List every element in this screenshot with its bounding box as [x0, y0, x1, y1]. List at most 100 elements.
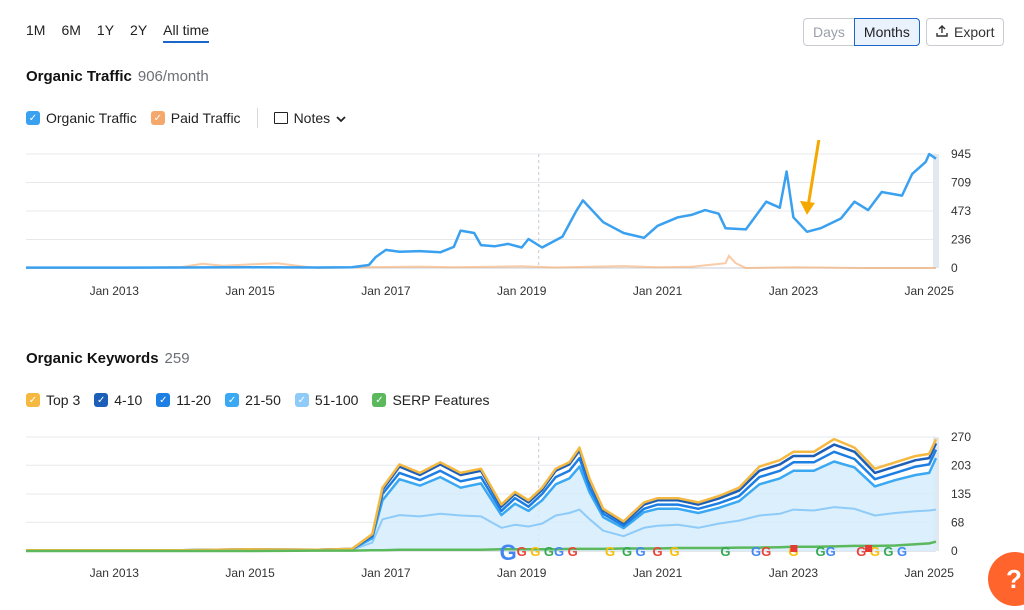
legend-top3-label: Top 3: [46, 392, 81, 408]
x-tick-label: Jan 2021: [633, 284, 683, 298]
x-tick-label: Jan 2017: [361, 284, 411, 298]
y-tick-label: 945: [951, 147, 971, 161]
google-update-marker: G: [605, 544, 615, 559]
annotation-arrow-shaft: [806, 140, 821, 208]
google-update-marker: G: [500, 540, 517, 565]
google-update-marker: G: [636, 544, 646, 559]
x-tick-label: Jan 2025: [905, 284, 955, 298]
traffic-title-text: Organic Traffic: [26, 68, 132, 85]
traffic-value: 906/month: [137, 68, 209, 85]
traffic-legend: ✓ Organic Traffic ✓ Paid Traffic Notes: [26, 108, 346, 128]
x-tick-label: Jan 2025: [905, 566, 955, 580]
y-tick-label: 135: [951, 487, 971, 501]
checkbox-icon: ✓: [156, 393, 171, 407]
google-update-marker: G: [544, 544, 554, 559]
keywords-title: Organic Keywords 259: [26, 350, 190, 367]
checkbox-icon: ✓: [26, 111, 40, 125]
legend-organic-traffic[interactable]: ✓ Organic Traffic: [26, 110, 137, 126]
tab-1m[interactable]: 1M: [26, 22, 46, 38]
legend-21-50-label: 21-50: [245, 392, 281, 408]
y-tick-label: 473: [951, 204, 971, 218]
series-serp-features: [26, 540, 937, 553]
annotation-arrow-head: [799, 200, 815, 215]
keywords-value: 259: [164, 350, 190, 367]
notes-dropdown[interactable]: Notes: [273, 110, 347, 126]
google-update-marker: G: [720, 544, 730, 559]
google-update-marker: G: [897, 544, 907, 559]
x-tick-label: Jan 2015: [225, 566, 275, 580]
google-update-marker: G: [751, 544, 761, 559]
x-tick-label: Jan 2021: [633, 566, 683, 580]
y-tick-label: 0: [951, 544, 958, 558]
google-update-marker: G: [530, 544, 540, 559]
google-update-marker: G: [622, 544, 632, 559]
google-update-marker: G: [517, 544, 527, 559]
help-button[interactable]: ?: [988, 552, 1024, 606]
series-paid-traffic: [26, 254, 936, 270]
organic-traffic-chart: 0 236 473 709 945 Jan 2013 Jan 2015 Jan 2017 Jan…: [26, 140, 971, 298]
legend-11-20[interactable]: ✓ 11-20: [156, 392, 211, 408]
granularity-toggle: Days Months: [803, 18, 920, 46]
y-tick-label: 203: [951, 458, 971, 472]
legend-11-20-label: 11-20: [176, 392, 212, 408]
x-tick-label: Jan 2015: [225, 284, 275, 298]
upload-icon: [936, 19, 948, 45]
legend-serp-features[interactable]: ✓ SERP Features: [372, 392, 489, 408]
export-label: Export: [954, 24, 995, 40]
x-tick-label: Jan 2019: [497, 284, 547, 298]
y-tick-label: 709: [951, 175, 971, 189]
legend-21-50[interactable]: ✓ 21-50: [225, 392, 281, 408]
google-update-marker: G: [826, 544, 836, 559]
notes-icon: [273, 112, 288, 124]
legend-51-100-label: 51-100: [314, 392, 359, 408]
google-update-marker: G: [761, 544, 771, 559]
google-update-marker: G: [653, 544, 663, 559]
months-button[interactable]: Months: [853, 18, 920, 46]
y-tick-label: 0: [951, 261, 958, 275]
x-tick-label: Jan 2019: [497, 566, 547, 580]
keywords-title-text: Organic Keywords: [26, 350, 159, 367]
flag-marker: [790, 545, 798, 552]
google-update-marker: G: [554, 544, 564, 559]
x-tick-label: Jan 2023: [769, 284, 819, 298]
days-button[interactable]: Days: [803, 18, 854, 46]
legend-paid-traffic[interactable]: ✓ Paid Traffic: [150, 110, 241, 126]
x-tick-label: Jan 2013: [90, 284, 140, 298]
x-tick-label: Jan 2017: [361, 566, 411, 580]
y-tick-label: 270: [951, 430, 971, 444]
legend-51-100[interactable]: ✓ 51-100: [294, 392, 359, 408]
y-tick-label: 236: [951, 233, 971, 247]
keywords-legend: ✓ Top 3 ✓ 4-10 ✓ 11-20 ✓ 21-50 ✓ 51-100 ✓ SERP…: [26, 392, 503, 408]
checkbox-icon: ✓: [150, 111, 165, 125]
google-update-marker: G: [870, 544, 880, 559]
chevron-down-icon: [336, 110, 346, 126]
tab-2y[interactable]: 2Y: [130, 22, 148, 38]
flag-marker: [865, 545, 873, 552]
area-fill-21-50: [26, 458, 936, 551]
google-update-marker: G: [883, 544, 893, 559]
export-button[interactable]: Export: [926, 18, 1005, 46]
legend-top3[interactable]: ✓ Top 3: [26, 392, 80, 408]
series-top3: [26, 437, 938, 552]
legend-4-10[interactable]: ✓ 4-10: [94, 392, 142, 408]
organic-keywords-chart: 0 68 135 203 270 Jan 2013 Jan 2015 Jan 2017 Jan …: [26, 430, 971, 580]
legend-serp-label: SERP Features: [392, 392, 490, 408]
y-tick-label: 68: [951, 515, 965, 529]
question-icon: ?: [1006, 564, 1022, 594]
checkbox-icon: ✓: [26, 393, 40, 407]
x-tick-label: Jan 2023: [769, 566, 819, 580]
google-update-marker: G: [815, 544, 825, 559]
series-organic-traffic: [26, 152, 937, 269]
tab-6m[interactable]: 6M: [61, 22, 81, 38]
traffic-title: Organic Traffic 906/month: [26, 68, 209, 85]
notes-label: Notes: [293, 110, 331, 126]
tab-all-time[interactable]: All time: [163, 22, 210, 43]
divider: [256, 108, 258, 128]
tab-1y[interactable]: 1Y: [96, 22, 115, 38]
checkbox-icon: ✓: [225, 393, 240, 407]
current-period-bar: [933, 154, 939, 268]
google-update-marker: G: [568, 544, 578, 559]
series-51-100: [26, 506, 937, 552]
checkbox-icon: ✓: [372, 393, 387, 407]
x-tick-label: Jan 2013: [90, 566, 140, 580]
